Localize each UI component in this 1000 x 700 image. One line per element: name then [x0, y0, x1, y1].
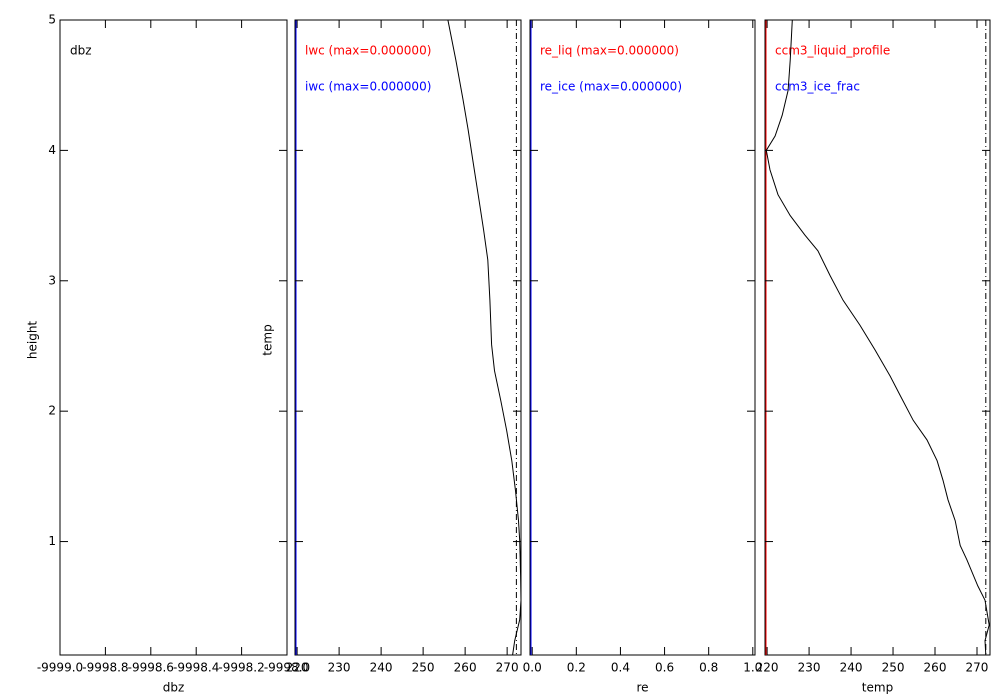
y-tick-label: 2	[48, 404, 56, 418]
x-tick-label: 0.2	[567, 661, 586, 675]
panel-label: ccm3_ice_frac	[775, 80, 860, 94]
x-tick-label: 220	[756, 661, 779, 675]
x-tick-label: 260	[454, 661, 477, 675]
x-tick-label: 220	[286, 661, 309, 675]
x-tick-label: 230	[328, 661, 351, 675]
x-tick-label: 270	[966, 661, 989, 675]
x-tick-label: 250	[412, 661, 435, 675]
x-tick-label: -9998.2	[218, 661, 264, 675]
y-axis-label: height	[26, 321, 40, 360]
profile-line	[447, 19, 522, 656]
x-tick-label: 0.8	[699, 661, 718, 675]
panel-label: lwc (max=0.000000)	[305, 44, 431, 58]
x-tick-label: 0.0	[523, 661, 542, 675]
x-tick-label: 240	[840, 661, 863, 675]
x-tick-label: 0.4	[611, 661, 630, 675]
panel-label: dbz	[70, 44, 92, 58]
y-tick-label: 1	[48, 534, 56, 548]
panel-label: re_ice (max=0.000000)	[540, 80, 682, 94]
x-tick-label: -9998.6	[128, 661, 174, 675]
x-tick-label: 230	[798, 661, 821, 675]
plot-frame	[764, 19, 991, 656]
profile-line	[765, 19, 990, 656]
plot-frame	[59, 19, 288, 656]
x-axis-label: re	[636, 681, 648, 695]
y-tick-label: 4	[48, 143, 56, 157]
panel-label: ccm3_liquid_profile	[775, 44, 890, 58]
y-tick-label: 5	[48, 13, 56, 27]
plot-frame	[294, 19, 522, 656]
x-axis-label: temp	[862, 681, 893, 695]
x-tick-label: 250	[882, 661, 905, 675]
x-tick-label: 270	[496, 661, 519, 675]
x-tick-label: -9998.0	[264, 661, 310, 675]
x-tick-label: 260	[924, 661, 947, 675]
y-tick-label: 3	[48, 273, 56, 287]
x-tick-label: -9998.4	[173, 661, 219, 675]
x-tick-label: -9999.0	[37, 661, 83, 675]
x-tick-label: 240	[370, 661, 393, 675]
x-tick-label: 0.6	[655, 661, 674, 675]
x-tick-label: 1.0	[743, 661, 762, 675]
plot-frame	[529, 19, 756, 656]
y-axis-label: temp	[261, 324, 275, 355]
x-axis-label: dbz	[163, 681, 185, 695]
panel-label: iwc (max=0.000000)	[305, 80, 431, 94]
x-tick-label: -9998.8	[82, 661, 128, 675]
panel-label: re_liq (max=0.000000)	[540, 44, 679, 58]
